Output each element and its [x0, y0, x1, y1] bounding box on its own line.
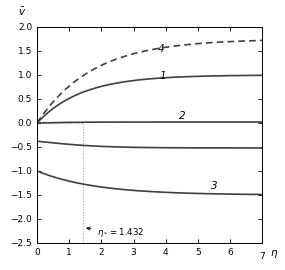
- Text: 2: 2: [179, 111, 185, 121]
- Text: 1: 1: [160, 71, 166, 81]
- Text: 7: 7: [259, 252, 265, 261]
- Text: $\eta$: $\eta$: [270, 248, 278, 260]
- Text: $\bar{v}$: $\bar{v}$: [19, 6, 27, 18]
- Text: 4: 4: [158, 45, 164, 55]
- Text: $\eta_*=1.432$: $\eta_*=1.432$: [87, 226, 144, 239]
- Text: 3: 3: [211, 181, 217, 191]
